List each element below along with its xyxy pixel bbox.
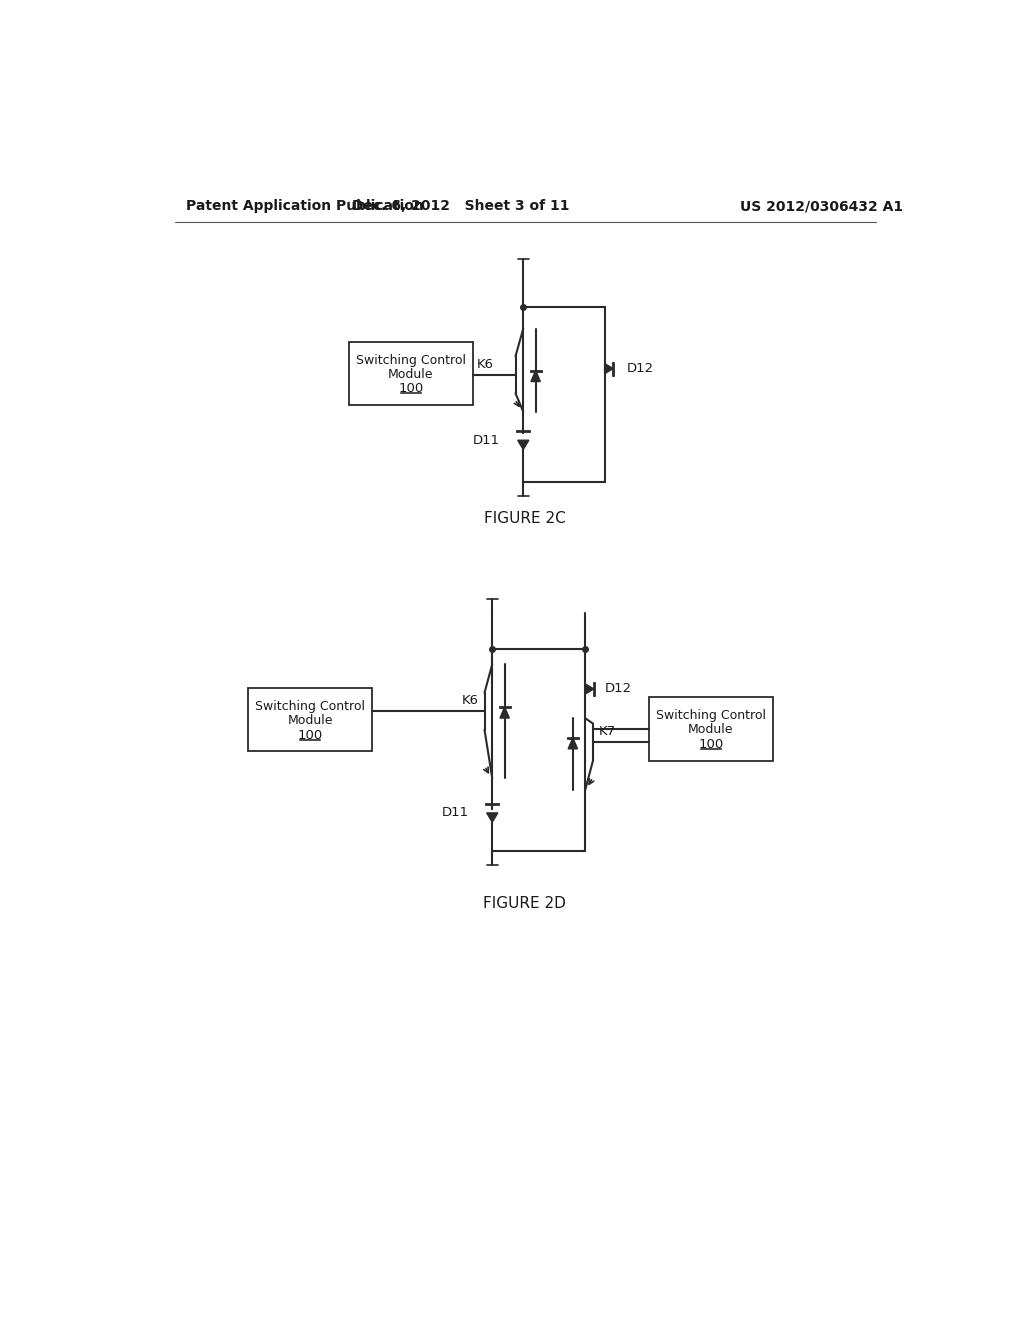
Polygon shape <box>518 441 528 449</box>
Text: Switching Control: Switching Control <box>255 700 366 713</box>
Text: 100: 100 <box>698 738 723 751</box>
Text: FIGURE 2D: FIGURE 2D <box>483 896 566 911</box>
Text: Patent Application Publication: Patent Application Publication <box>186 199 424 213</box>
Polygon shape <box>531 371 541 381</box>
Text: Module: Module <box>288 714 333 727</box>
Text: D11: D11 <box>442 807 469 820</box>
Bar <box>649 697 773 760</box>
Text: D11: D11 <box>473 434 500 446</box>
Text: FIGURE 2C: FIGURE 2C <box>484 511 565 527</box>
Text: 100: 100 <box>298 729 323 742</box>
Polygon shape <box>604 363 613 374</box>
Text: Dec. 6, 2012   Sheet 3 of 11: Dec. 6, 2012 Sheet 3 of 11 <box>352 199 570 213</box>
Polygon shape <box>568 738 578 748</box>
Bar <box>248 688 372 751</box>
Text: Switching Control: Switching Control <box>655 709 766 722</box>
Text: Switching Control: Switching Control <box>356 354 466 367</box>
Polygon shape <box>486 813 498 822</box>
Text: Module: Module <box>388 367 433 380</box>
Text: 100: 100 <box>398 381 424 395</box>
Polygon shape <box>586 684 594 694</box>
Text: D12: D12 <box>627 362 654 375</box>
Bar <box>349 342 473 405</box>
Text: K6: K6 <box>477 358 494 371</box>
Text: US 2012/0306432 A1: US 2012/0306432 A1 <box>740 199 903 213</box>
Polygon shape <box>500 708 509 718</box>
Text: D12: D12 <box>604 682 632 696</box>
Text: K6: K6 <box>461 694 478 708</box>
Text: Module: Module <box>688 723 733 737</box>
Text: K7: K7 <box>599 725 616 738</box>
